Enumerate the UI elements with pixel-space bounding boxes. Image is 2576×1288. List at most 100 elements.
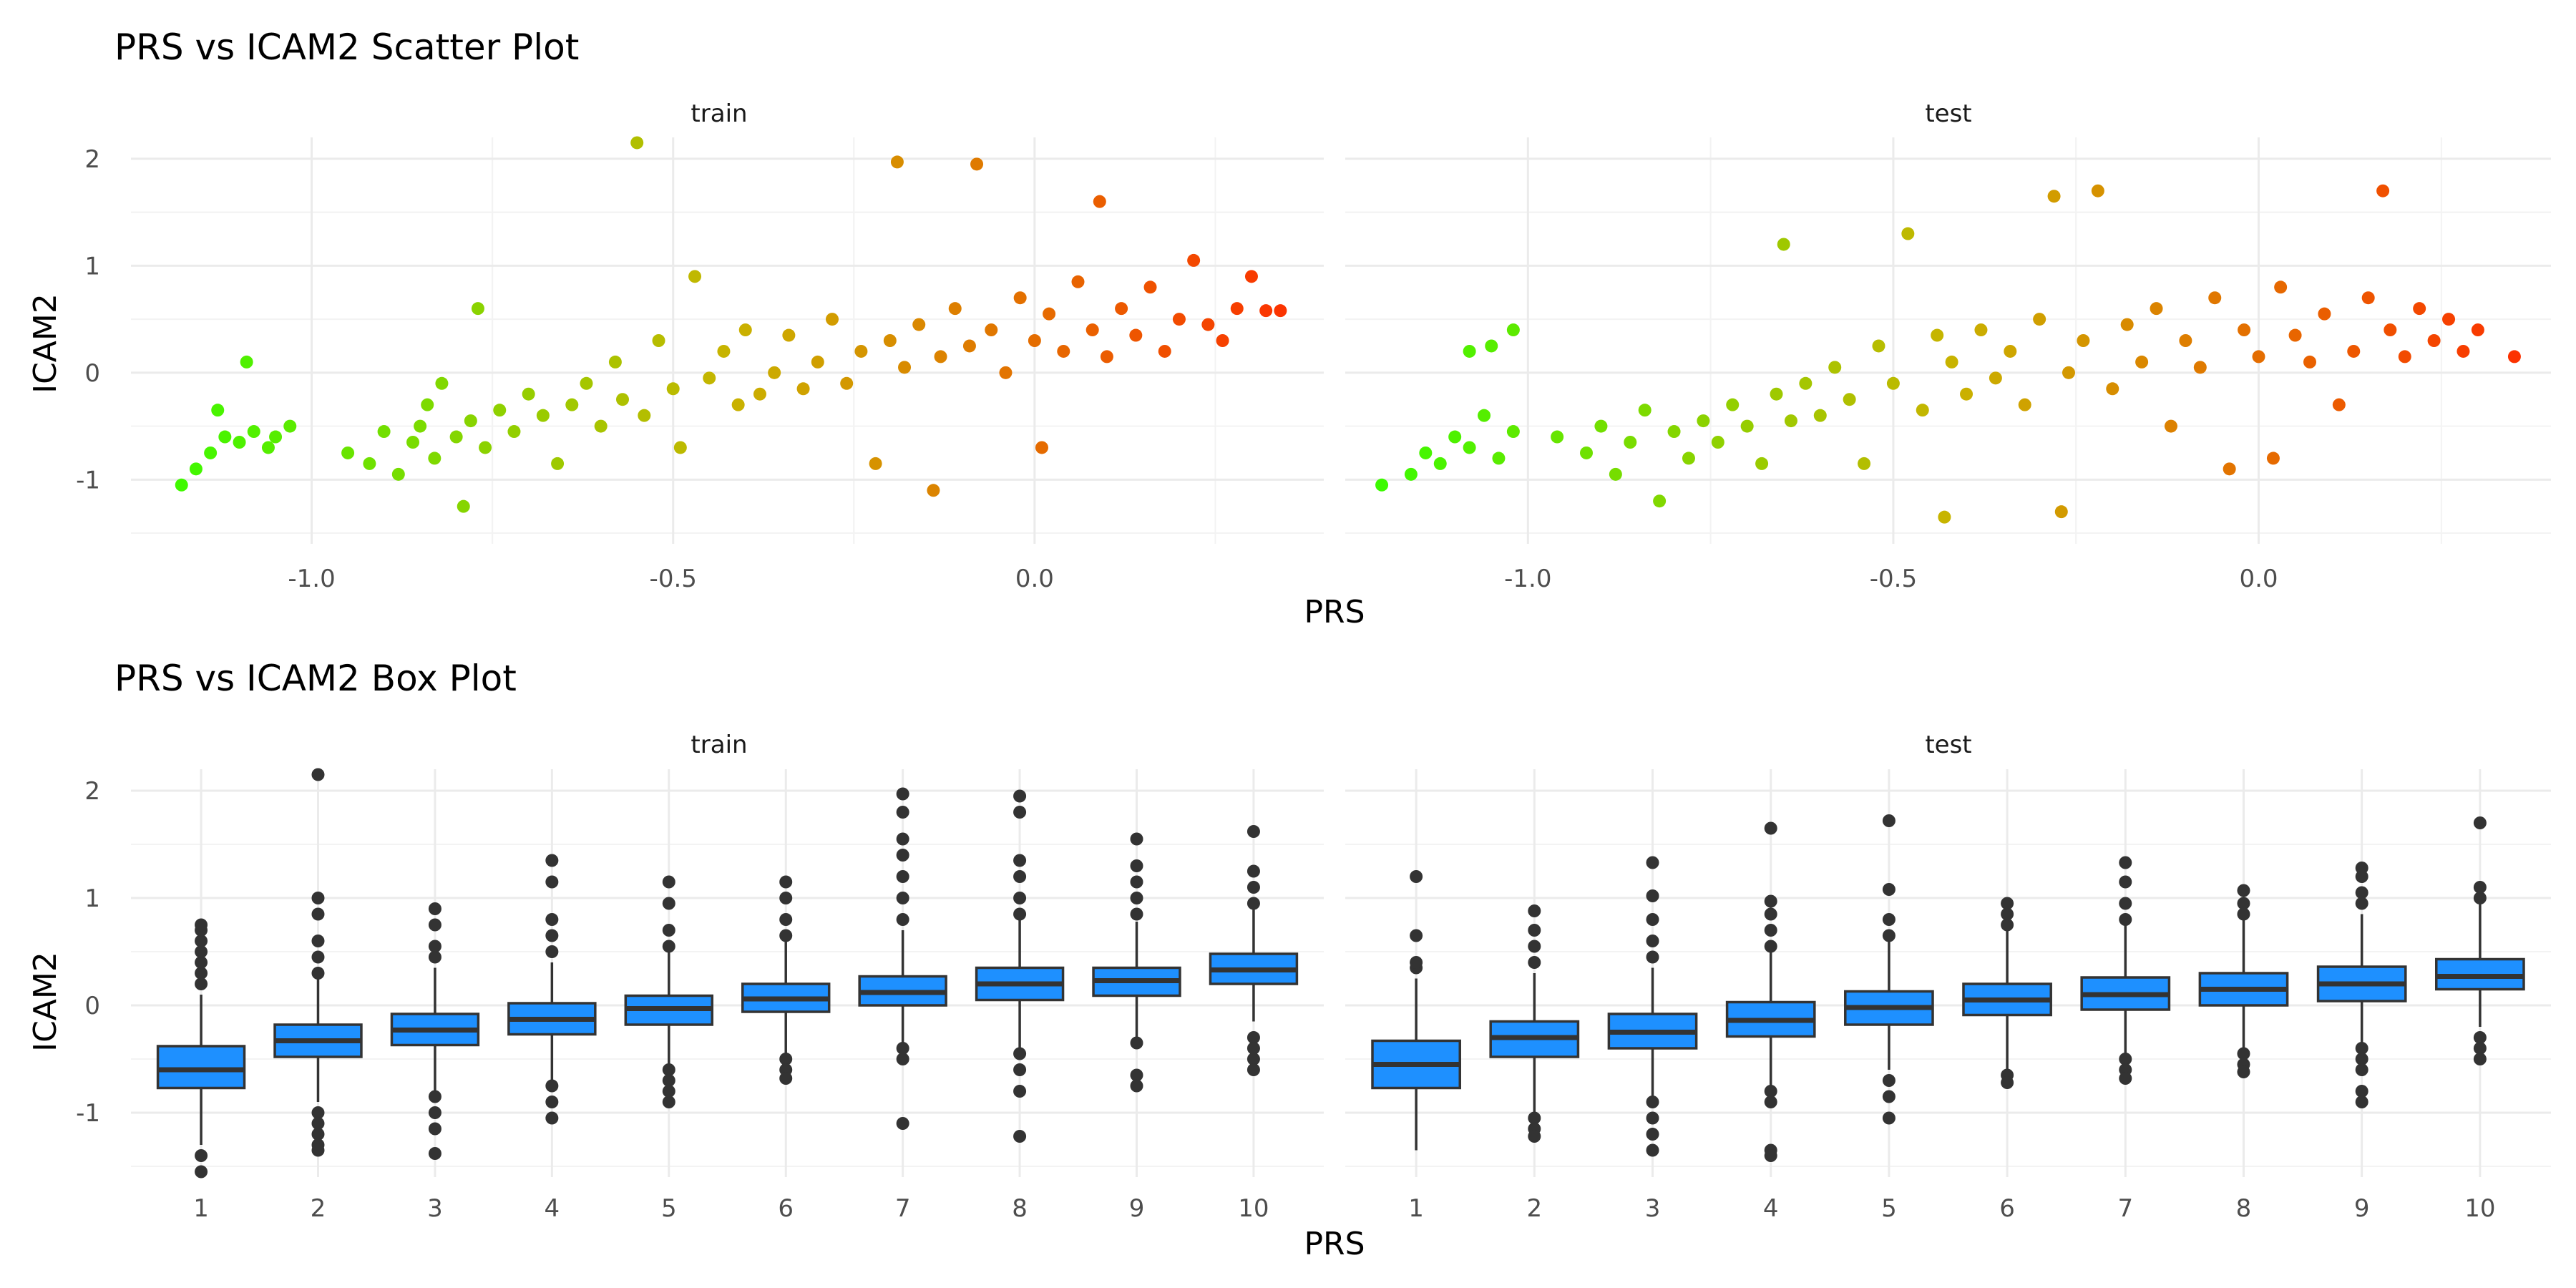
scatter-point xyxy=(2303,355,2316,369)
outlier-point xyxy=(662,1085,675,1098)
box-1 xyxy=(156,918,246,1179)
outlier-point xyxy=(1882,1111,1896,1125)
scatter-point xyxy=(883,334,897,347)
outlier-point xyxy=(1013,806,1027,819)
scatter-point xyxy=(1115,302,1128,316)
scatter-point xyxy=(1244,270,1258,283)
outlier-point xyxy=(2237,907,2250,921)
scatter-point xyxy=(2106,382,2119,396)
outlier-point xyxy=(1646,950,1659,964)
outlier-point xyxy=(1528,940,1541,953)
scatter-point xyxy=(269,430,283,444)
outlier-point xyxy=(2473,1053,2487,1065)
box-4 xyxy=(1725,821,1816,1162)
scatter-point xyxy=(204,446,218,459)
outlier-point xyxy=(1130,832,1143,846)
outlier-point xyxy=(1646,1096,1659,1108)
outlier-point xyxy=(1130,875,1143,889)
outlier-point xyxy=(545,945,559,958)
scatter-point xyxy=(999,366,1013,379)
scatter-point xyxy=(1916,404,1929,417)
x-tick-label: -0.5 xyxy=(650,565,697,593)
outlier-point xyxy=(662,875,675,889)
scatter-point xyxy=(1485,339,1498,353)
scatter-point xyxy=(1433,457,1447,470)
y-axis-label: ICAM2 xyxy=(27,952,64,1052)
outlier-point xyxy=(545,929,559,942)
outlier-point xyxy=(896,1117,909,1130)
outlier-point xyxy=(779,1053,793,1065)
outlier-point xyxy=(2119,875,2132,889)
outlier-point xyxy=(1013,907,1027,921)
box-1 xyxy=(1371,870,1461,1151)
scatter-point xyxy=(580,376,593,390)
outlier-point xyxy=(1764,907,1777,921)
outlier-point xyxy=(779,913,793,926)
scatter-point xyxy=(2252,350,2265,364)
box-9 xyxy=(2316,862,2407,1108)
scatter-point xyxy=(1784,414,1797,428)
outlier-point xyxy=(1646,856,1659,869)
facet-label-train: train xyxy=(691,99,747,128)
scatter-point xyxy=(1100,350,1113,364)
scatter-point xyxy=(1035,441,1048,454)
scatter-plot: PRS vs ICAM2 Scatter Plot train test -1.… xyxy=(27,26,2551,630)
outlier-point xyxy=(428,1147,441,1160)
x-tick-label: -0.5 xyxy=(1870,565,1917,593)
box-6 xyxy=(741,875,831,1085)
outlier-point xyxy=(1764,924,1777,937)
scatter-point xyxy=(1609,467,1622,481)
outlier-point xyxy=(311,892,325,904)
scatter-point xyxy=(1580,446,1593,459)
outlier-point xyxy=(195,967,208,980)
scatter-point xyxy=(934,350,947,364)
facet-label-test: test xyxy=(1925,99,1971,128)
outlier-point xyxy=(1410,956,1423,969)
scatter-point xyxy=(1682,452,1695,465)
scatter-point xyxy=(970,157,984,171)
outlier-point xyxy=(779,929,793,942)
scatter-point xyxy=(898,361,912,374)
outlier-point xyxy=(311,768,325,781)
scatter-point xyxy=(638,409,651,422)
outlier-point xyxy=(1013,1130,1027,1143)
outlier-point xyxy=(311,1106,325,1119)
outlier-point xyxy=(311,1117,325,1130)
scatter-point xyxy=(1404,467,1418,481)
x-tick-label: 10 xyxy=(2464,1194,2495,1223)
outlier-point xyxy=(428,1106,441,1119)
scatter-point xyxy=(1858,457,1871,470)
scatter-point xyxy=(449,430,463,444)
scatter-point xyxy=(1711,436,1724,449)
outlier-point xyxy=(428,950,441,964)
outlier-point xyxy=(1528,956,1541,969)
outlier-point xyxy=(195,918,208,932)
x-tick-label: 7 xyxy=(2117,1194,2133,1223)
scatter-point xyxy=(1901,227,1915,240)
scatter-point xyxy=(2427,334,2441,347)
outlier-point xyxy=(428,1090,441,1103)
scatter-point xyxy=(1043,307,1056,321)
outlier-point xyxy=(311,950,325,964)
outlier-point xyxy=(2355,897,2368,910)
outlier-point xyxy=(1246,1042,1260,1055)
outlier-point xyxy=(662,1063,675,1076)
facet-label-test: test xyxy=(1925,731,1971,759)
y-tick-label: 2 xyxy=(84,145,100,174)
scatter-point xyxy=(673,441,687,454)
outlier-point xyxy=(1410,870,1423,883)
x-tick-label: 9 xyxy=(2354,1194,2370,1223)
x-tick-label: 1 xyxy=(1408,1194,1424,1223)
outlier-point xyxy=(311,967,325,980)
x-tick-label: 9 xyxy=(1129,1194,1145,1223)
scatter-point xyxy=(985,323,998,337)
box-4 xyxy=(507,854,597,1125)
x-tick-label: 3 xyxy=(427,1194,443,1223)
outlier-point xyxy=(2119,1053,2132,1065)
outlier-point xyxy=(779,1072,793,1085)
scatter-point xyxy=(1960,387,1974,401)
box-8 xyxy=(2198,884,2289,1078)
scatter-point xyxy=(1463,441,1476,454)
scatter-point xyxy=(1813,409,1827,422)
scatter-point xyxy=(2442,313,2456,326)
